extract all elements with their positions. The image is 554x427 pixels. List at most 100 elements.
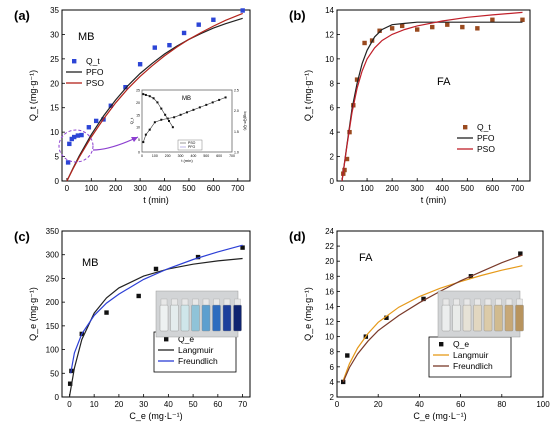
inset-x-tick-label: 0 xyxy=(141,154,143,158)
y-tick-label: 2 xyxy=(330,153,335,162)
inset-point xyxy=(144,133,147,136)
inset-x-axis-label: t (min) xyxy=(181,158,193,163)
inset-y2-tick-label: 2.5 xyxy=(234,89,239,93)
legend-marker xyxy=(439,342,444,347)
legend-entry-0: Q_t xyxy=(86,56,100,66)
inset-y-tick-label: 0 xyxy=(138,151,140,155)
vial xyxy=(504,304,514,332)
plot-frame xyxy=(61,230,251,398)
inset-x-tick-label: 300 xyxy=(178,154,184,158)
vial xyxy=(180,304,190,332)
vial-cap xyxy=(160,298,168,306)
inset-point xyxy=(173,116,176,119)
vial xyxy=(170,304,179,332)
x-tick-label: 0 xyxy=(340,184,345,193)
inset-y2-tick-label: 2.0 xyxy=(234,109,239,113)
x-axis-label: t (min) xyxy=(421,195,447,205)
x-tick-label: 500 xyxy=(461,184,475,193)
y-tick-label: 0 xyxy=(55,393,60,402)
y-tick-label: 0 xyxy=(55,177,60,186)
y-tick-label: 20 xyxy=(50,79,59,88)
inset-point xyxy=(164,113,167,116)
panel-annotation: FA xyxy=(359,252,373,264)
inset-y-tick-label: 10 xyxy=(136,126,140,130)
inset-y-tick-label: 15 xyxy=(136,113,140,117)
data-point xyxy=(136,293,141,299)
inset-point xyxy=(218,98,221,101)
x-tick-label: 30 xyxy=(139,400,148,409)
series-line-freundlich xyxy=(342,254,523,383)
x-tick-label: 70 xyxy=(238,400,247,409)
data-point xyxy=(389,26,395,31)
y-tick-label: 24 xyxy=(325,227,334,236)
plot-frame xyxy=(336,9,531,182)
inset-y-tick-label: 20 xyxy=(136,101,140,105)
vial-cap xyxy=(181,298,189,306)
vial-cap xyxy=(171,298,178,306)
x-tick-label: 500 xyxy=(182,184,196,193)
data-point xyxy=(65,160,71,165)
inset-point xyxy=(168,120,170,122)
inset-point xyxy=(198,106,201,109)
y-tick-label: 250 xyxy=(46,274,60,283)
x-tick-label: 400 xyxy=(436,184,450,193)
data-point xyxy=(181,30,187,36)
inset-x-tick-label: 100 xyxy=(152,154,158,158)
x-tick-label: 300 xyxy=(411,184,425,193)
inset-y2-tick-label: 1.5 xyxy=(234,130,239,134)
inset-panel-a: 0 100 200 300 400 500 600 70005101520251.01.52.… xyxy=(129,89,248,164)
x-tick-label: 0 xyxy=(65,184,70,193)
panel-label: (b) xyxy=(289,8,306,23)
data-point xyxy=(421,296,426,302)
inset-point xyxy=(148,95,151,98)
data-point xyxy=(430,24,435,30)
vial-cap xyxy=(442,298,450,306)
y-tick-label: 5 xyxy=(55,153,60,162)
y-tick-label: 4 xyxy=(330,378,335,387)
data-point xyxy=(72,134,77,140)
y-tick-label: 20 xyxy=(325,257,334,266)
data-point xyxy=(167,42,172,48)
inset-point xyxy=(153,121,156,124)
x-tick-label: 40 xyxy=(415,400,424,409)
vial-cap xyxy=(516,298,523,306)
inset-point xyxy=(211,101,214,104)
data-point xyxy=(399,23,405,29)
y-axis-label: Q_t (mg·g⁻¹) xyxy=(28,70,38,121)
data-point xyxy=(354,77,360,82)
vial-photo-fa xyxy=(437,290,524,338)
x-tick-label: 100 xyxy=(536,400,550,409)
data-point xyxy=(67,381,73,386)
data-point xyxy=(104,310,109,315)
x-tick-label: 600 xyxy=(207,184,221,193)
series-line-langmuir xyxy=(68,257,243,398)
inset-point xyxy=(160,118,163,121)
y-axis-label: Q_e (mg·g⁻¹) xyxy=(28,287,38,341)
vial xyxy=(441,304,451,332)
legend-entry-0: Q_t xyxy=(477,122,491,132)
vial xyxy=(201,304,211,332)
panel-annotation: MB xyxy=(82,257,99,269)
inset-point xyxy=(142,141,145,144)
panel-c: 0 10 20 30 40 50 60 70 0 50 100 150 200 250 300 350 C_e … xyxy=(28,227,251,421)
vial-cap xyxy=(474,298,481,306)
data-point xyxy=(518,251,523,256)
x-tick-label: 40 xyxy=(164,400,173,409)
vial-cap xyxy=(192,298,199,306)
legend-entry-2: Freundlich xyxy=(453,361,493,371)
legend-marker xyxy=(164,337,169,342)
x-tick-label: 10 xyxy=(90,400,99,409)
series-line-pfo xyxy=(66,17,243,182)
y-tick-label: 35 xyxy=(50,6,59,15)
data-point xyxy=(415,27,420,32)
y-axis-label: Q_t (mg·g⁻¹) xyxy=(303,70,313,121)
y-tick-label: 10 xyxy=(325,333,334,342)
series-line-langmuir xyxy=(342,265,523,381)
vial-cap xyxy=(463,298,471,306)
data-point xyxy=(460,24,465,30)
x-tick-label: 300 xyxy=(133,184,147,193)
data-point xyxy=(137,62,143,67)
